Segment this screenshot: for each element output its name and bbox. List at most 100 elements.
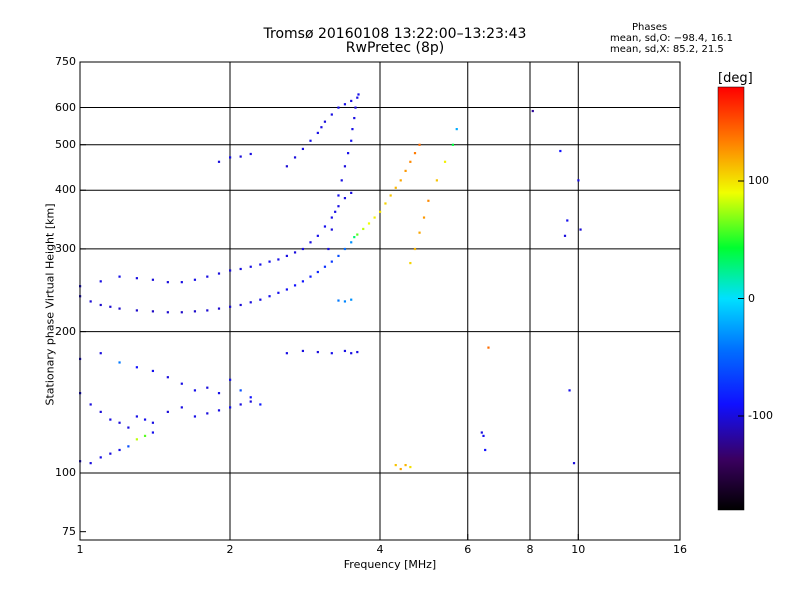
y-tick-label: 500	[55, 137, 76, 151]
data-point	[249, 152, 252, 156]
data-point	[394, 186, 397, 189]
data-point	[109, 305, 112, 308]
data-point	[337, 194, 340, 197]
data-point	[559, 149, 562, 153]
data-point	[399, 179, 402, 182]
data-point	[330, 113, 333, 116]
data-point	[109, 452, 112, 455]
data-point	[206, 309, 209, 312]
data-point	[330, 228, 333, 231]
data-point	[427, 199, 430, 202]
colorbar-tick-label: 100	[748, 174, 769, 187]
data-point	[572, 462, 576, 465]
data-point	[323, 225, 327, 228]
data-point	[268, 295, 271, 298]
data-point	[249, 265, 252, 268]
data-point	[404, 463, 407, 467]
data-point	[409, 160, 412, 163]
colorbar-unit-label: [deg]	[718, 71, 753, 86]
grid-lines	[80, 62, 680, 540]
data-point	[309, 139, 312, 142]
data-point	[323, 265, 327, 268]
data-point	[151, 431, 155, 434]
data-point	[151, 421, 155, 424]
data-point	[435, 179, 438, 182]
data-point	[301, 147, 305, 151]
data-point	[487, 346, 490, 349]
data-point	[389, 194, 392, 197]
data-point	[89, 300, 92, 303]
data-point	[206, 275, 209, 278]
x-axis-label: Frequency [MHz]	[343, 558, 437, 571]
data-point	[229, 406, 232, 409]
data-point	[239, 403, 242, 406]
data-point	[353, 116, 356, 120]
data-point	[351, 128, 354, 131]
data-point	[151, 310, 155, 313]
data-point	[340, 179, 343, 182]
data-point	[418, 231, 421, 234]
data-point	[350, 352, 353, 355]
data-point	[135, 309, 138, 312]
data-point	[316, 131, 319, 135]
data-point	[193, 389, 197, 392]
data-point	[143, 418, 147, 421]
x-tick-label: 2	[226, 543, 234, 556]
data-point	[480, 431, 483, 434]
data-point	[379, 210, 382, 213]
colorbar-ticks	[738, 180, 744, 417]
y-tick-label: 600	[55, 100, 76, 114]
data-point	[566, 219, 569, 222]
data-point	[277, 291, 280, 294]
data-point	[206, 412, 209, 415]
data-point	[217, 160, 221, 163]
data-point	[249, 301, 252, 304]
colorbar-tick-label: 0	[748, 291, 755, 305]
data-point	[482, 434, 485, 438]
data-point	[455, 128, 458, 131]
data-point	[531, 109, 534, 113]
x-tick-label: 10	[571, 543, 586, 556]
data-point	[285, 288, 288, 291]
data-point	[135, 366, 138, 369]
data-point	[309, 275, 312, 278]
data-point	[293, 251, 297, 254]
data-point	[135, 277, 138, 280]
phases-o-stats: mean, sd,O: −98.4, 16.1	[610, 33, 733, 44]
data-point	[337, 205, 340, 208]
data-point	[193, 278, 197, 281]
data-point	[268, 260, 271, 263]
data-point	[99, 280, 102, 283]
data-point	[259, 298, 262, 301]
data-point	[373, 216, 376, 219]
data-point	[330, 352, 333, 355]
phases-x-stats: mean, sd,X: 85.2, 21.5	[610, 44, 724, 55]
data-point	[118, 421, 121, 424]
data-point	[166, 410, 169, 413]
data-point	[89, 462, 92, 465]
data-point	[327, 247, 330, 251]
data-point	[180, 382, 183, 385]
data-point	[367, 222, 371, 225]
data-point	[337, 299, 340, 302]
data-point	[99, 303, 102, 307]
data-point	[135, 415, 138, 418]
data-point	[350, 241, 353, 244]
data-point	[301, 280, 305, 283]
data-point	[127, 426, 130, 429]
data-point	[330, 260, 333, 263]
y-tick-label: 750	[55, 55, 76, 68]
phases-heading: Phases	[632, 22, 668, 33]
data-point	[343, 349, 347, 353]
x-tick-label: 6	[464, 543, 472, 556]
data-point	[563, 234, 567, 237]
data-point	[356, 233, 359, 236]
data-point	[316, 270, 319, 274]
data-point	[109, 418, 112, 421]
data-point	[350, 99, 353, 103]
data-point	[151, 278, 155, 281]
data-point	[193, 310, 197, 313]
data-point	[217, 272, 221, 275]
x-tick-label: 4	[376, 543, 384, 556]
data-point	[277, 258, 280, 261]
